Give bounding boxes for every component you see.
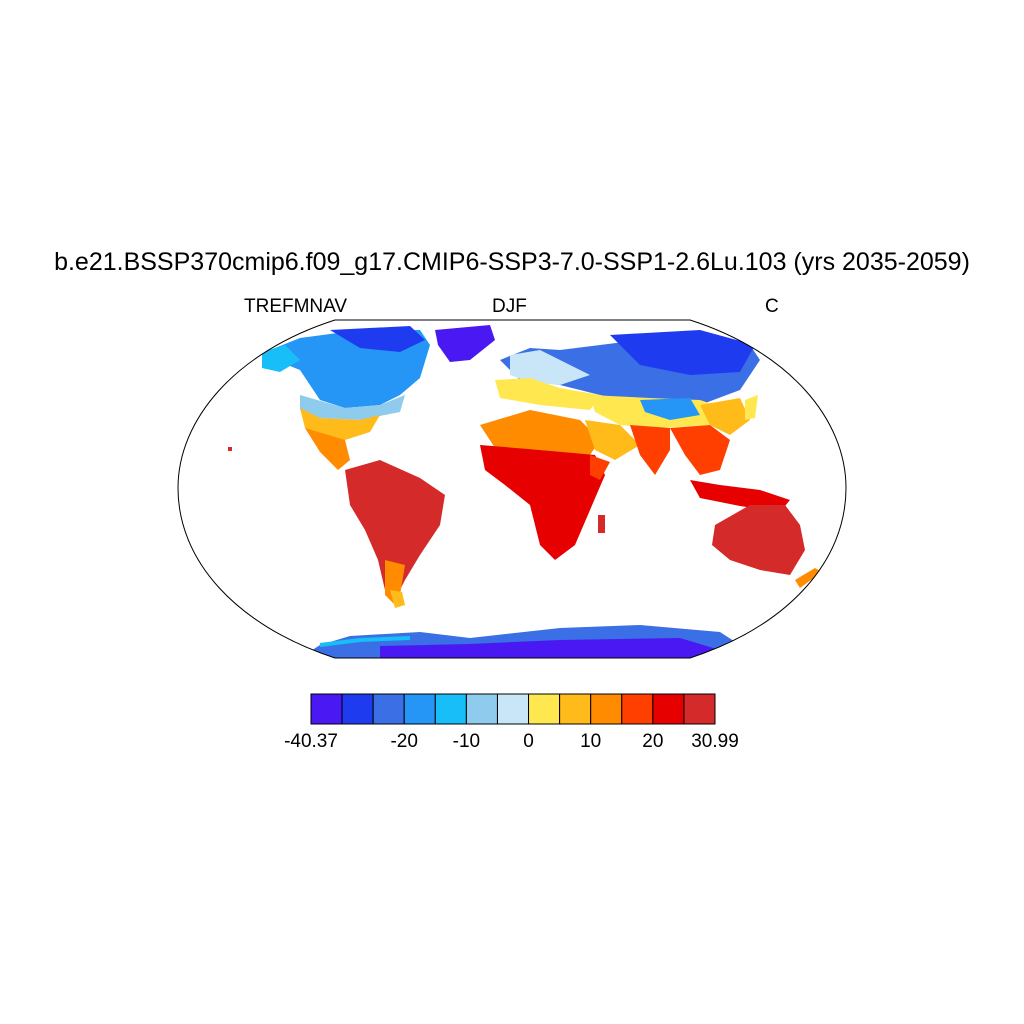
colorbar-swatch: [559, 693, 592, 725]
indonesia: [690, 480, 790, 512]
arabia: [585, 420, 640, 460]
colorbar-tick-label: 20: [642, 731, 663, 752]
colorbar-swatch: [652, 693, 685, 725]
siberia: [610, 330, 755, 375]
madagascar: [598, 515, 605, 533]
southeast-asia: [670, 425, 730, 475]
colorbar-swatch: [310, 693, 343, 725]
greenland: [435, 325, 495, 362]
colorbar-swatch: [496, 693, 530, 725]
africa-horn: [590, 455, 610, 480]
colorbar-tick-label: -40.37: [284, 731, 338, 752]
colorbar-swatch: [683, 693, 716, 725]
alaska: [262, 345, 300, 372]
mexico: [305, 428, 350, 470]
colorbar-tick-label: -20: [390, 731, 417, 752]
europe-south: [495, 378, 600, 410]
colorbar-tick-label: 30.99: [691, 731, 739, 752]
tibet: [640, 398, 700, 420]
india: [630, 425, 670, 475]
colorbar-tick-label: 0: [523, 731, 534, 752]
china-east: [700, 398, 750, 435]
europe-west: [510, 350, 590, 385]
colorbar-tick-label: -10: [453, 731, 480, 752]
colorbar-swatch: [341, 693, 374, 725]
colorbar-tick-label: 10: [580, 731, 601, 752]
africa: [480, 445, 605, 560]
japan: [745, 395, 758, 420]
globe-outline: [177, 319, 847, 659]
colorbar-swatch: [403, 693, 436, 725]
africa-north: [480, 410, 600, 455]
north-america-arctic: [330, 326, 425, 352]
new-zealand: [795, 568, 822, 588]
north-america-south: [300, 408, 380, 440]
antarctica-coast: [319, 636, 411, 647]
variable-label: TREFMNAV: [244, 296, 348, 317]
colorbar-swatch: [621, 693, 654, 725]
colorbar-swatch: [465, 693, 498, 725]
season-label: DJF: [492, 296, 527, 317]
colorbar-swatch: [434, 693, 467, 725]
south-america: [345, 460, 445, 600]
units-label: C: [765, 296, 779, 317]
colorbar-swatch: [590, 693, 623, 725]
map-title: b.e21.BSSP370cmip6.f09_g17.CMIP6-SSP3-7.…: [54, 248, 970, 276]
patagonia: [390, 590, 405, 608]
antarctica-interior: [380, 638, 720, 658]
colorbar-swatch: [528, 693, 561, 725]
north-america-mid: [300, 395, 405, 420]
australia: [712, 505, 805, 575]
hawaii-island: [228, 447, 232, 451]
colorbar-swatch: [372, 693, 405, 725]
